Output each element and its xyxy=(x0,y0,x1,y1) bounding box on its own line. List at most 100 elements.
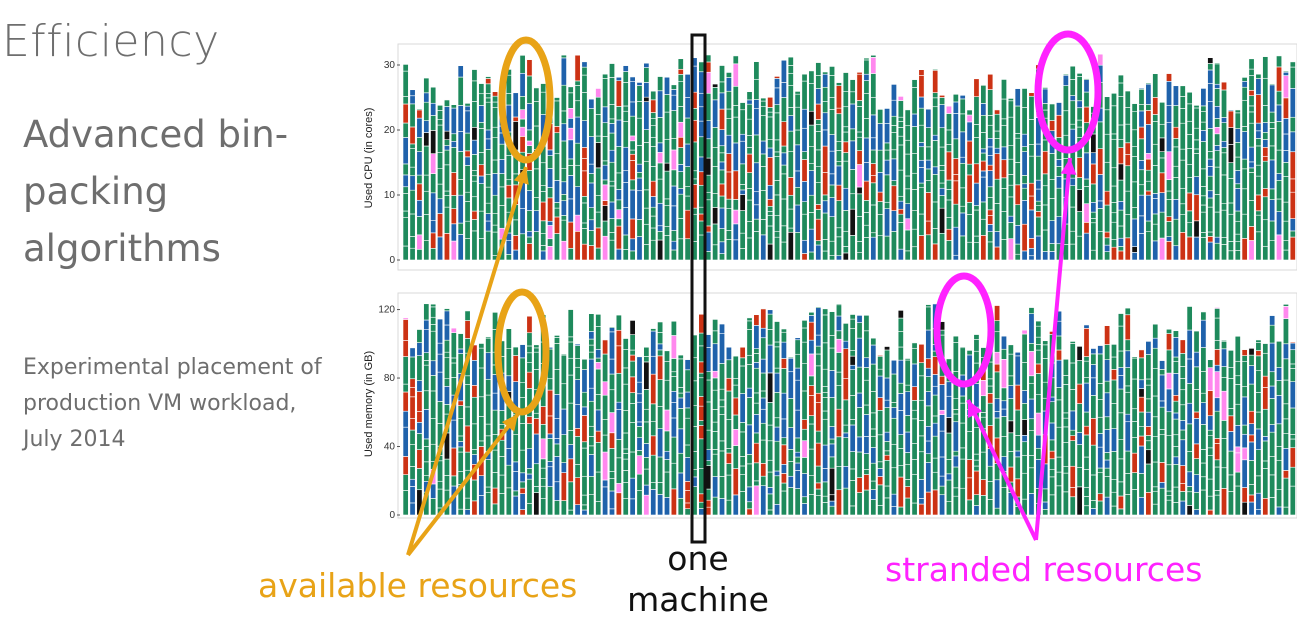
bar-segment xyxy=(423,329,430,353)
bar-segment xyxy=(533,351,540,370)
bar-segment xyxy=(416,433,423,450)
bar-segment xyxy=(980,148,987,154)
bar-segment xyxy=(416,249,423,261)
bar-segment xyxy=(1227,408,1234,417)
bar-segment xyxy=(1014,204,1021,226)
bar-segment xyxy=(1049,494,1056,516)
bar-segment xyxy=(437,119,444,126)
bar-segment xyxy=(1200,424,1207,450)
bar-segment xyxy=(835,465,842,491)
bar-segment xyxy=(1111,491,1117,507)
bar-segment xyxy=(877,476,884,486)
bar-segment xyxy=(615,345,622,374)
bar-segment xyxy=(650,328,657,332)
bar-segment xyxy=(485,186,492,204)
bar-segment xyxy=(932,97,939,108)
bar-segment xyxy=(835,161,842,167)
bar-segment xyxy=(815,334,822,347)
bar-segment xyxy=(588,494,595,516)
machine-bar xyxy=(430,86,437,261)
bar-segment xyxy=(939,104,946,129)
machine-bar xyxy=(863,314,870,516)
bar-segment xyxy=(1035,179,1042,190)
machine-bar xyxy=(884,108,891,261)
bar-segment xyxy=(1090,418,1097,446)
stranded-resources-label: stranded resources xyxy=(885,550,1203,589)
bar-segment xyxy=(664,162,670,172)
machine-bar xyxy=(574,54,581,261)
bar-segment xyxy=(1214,494,1221,516)
bar-segment xyxy=(760,475,767,487)
bar-segment xyxy=(1289,485,1296,516)
bar-segment xyxy=(753,402,760,415)
machine-bar xyxy=(849,79,856,261)
bar-segment xyxy=(443,206,450,234)
bar-segment xyxy=(767,344,774,374)
bar-segment xyxy=(1056,335,1062,351)
bar-segment xyxy=(1276,180,1283,200)
bar-segment xyxy=(1241,99,1248,127)
bar-segment xyxy=(402,356,409,385)
bar-segment xyxy=(822,145,829,173)
bar-segment xyxy=(1049,469,1056,478)
bar-segment xyxy=(774,180,781,196)
bar-segment xyxy=(1193,148,1200,154)
bar-segment xyxy=(1117,508,1124,516)
bar-segment xyxy=(615,189,622,201)
bar-segment xyxy=(884,399,891,408)
bar-segment xyxy=(526,75,533,104)
bar-segment xyxy=(1111,221,1117,240)
bar-segment xyxy=(560,168,567,183)
bar-segment xyxy=(1179,420,1186,431)
bar-segment xyxy=(1049,103,1056,121)
bar-segment xyxy=(492,213,499,226)
bar-segment xyxy=(712,377,719,391)
bar-segment xyxy=(1200,232,1207,238)
bar-segment xyxy=(443,233,450,261)
bar-segment xyxy=(1214,459,1221,468)
bar-segment xyxy=(746,329,753,356)
bar-segment xyxy=(760,115,767,142)
bar-segment xyxy=(925,376,932,392)
bar-segment xyxy=(416,216,423,236)
machine-bar xyxy=(574,343,581,516)
bar-segment xyxy=(622,170,629,183)
bar-segment xyxy=(677,238,684,261)
bar-segment xyxy=(1076,76,1083,102)
machine-bar xyxy=(966,109,973,261)
bar-segment xyxy=(1007,353,1014,377)
bar-segment xyxy=(409,95,416,105)
bar-segment xyxy=(670,320,677,336)
machine-bar xyxy=(835,82,842,261)
stranded-arrow-cpu xyxy=(1034,157,1072,541)
bar-segment xyxy=(760,463,767,477)
bar-segment xyxy=(1111,105,1117,135)
bar-segment xyxy=(505,375,512,392)
bar-segment xyxy=(409,189,416,215)
machine-bar xyxy=(939,95,946,261)
bar-segment xyxy=(897,213,904,223)
bar-segment xyxy=(932,92,939,99)
bar-segment xyxy=(842,72,849,92)
bar-segment xyxy=(1152,73,1159,98)
bar-segment xyxy=(890,210,897,232)
bar-segment xyxy=(842,152,849,162)
bar-segment xyxy=(746,172,753,189)
bar-segment xyxy=(911,347,918,365)
bar-segment xyxy=(1014,88,1021,107)
bar-segment xyxy=(904,139,911,155)
bar-segment xyxy=(1172,85,1179,106)
bar-segment xyxy=(1227,241,1234,252)
bar-segment xyxy=(911,386,918,401)
bar-segment xyxy=(959,235,966,261)
bar-segment xyxy=(1269,315,1276,326)
machine-bar xyxy=(712,319,719,516)
bar-segment xyxy=(437,342,444,355)
bar-segment xyxy=(1111,428,1117,452)
bar-segment xyxy=(560,240,567,261)
bar-segment xyxy=(457,508,464,516)
bar-segment xyxy=(402,210,409,218)
bar-segment xyxy=(1069,435,1076,441)
bar-segment xyxy=(526,243,533,261)
bar-segment xyxy=(498,424,505,430)
